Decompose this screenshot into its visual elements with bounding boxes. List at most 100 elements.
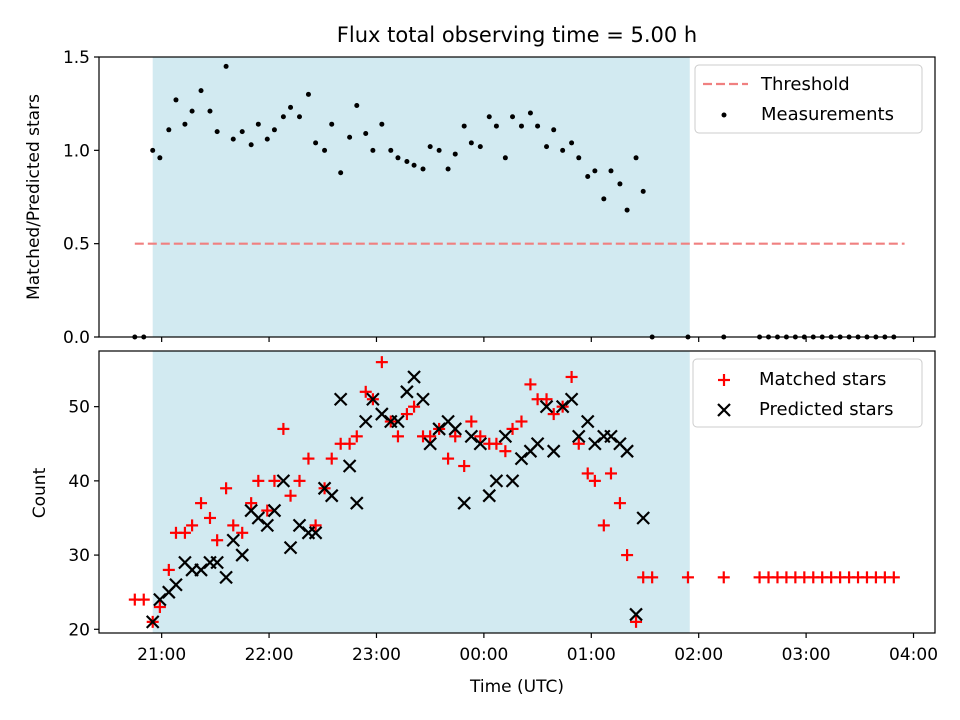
matched-star-point-53: [565, 370, 578, 383]
x-ticks-bottom: 21:00 22:00 23:00 00:00 01:00 02:00 03:00 04:00: [137, 633, 938, 665]
matched-star-point-60: [621, 549, 634, 562]
matched-star-point-50: [540, 393, 553, 406]
matched-star-point-40: [458, 460, 471, 473]
legend-predicted-swatch: [717, 403, 731, 417]
measurement-point-47: [518, 123, 524, 129]
legend-predicted-label: Predicted stars: [759, 399, 893, 420]
y-bottom-tick-label-1: 30: [68, 546, 90, 566]
predicted-star-point-52: [571, 429, 586, 444]
legend-measurement-swatch: [721, 112, 727, 118]
y-ticks-bottom: 20 30 40 50: [68, 398, 99, 640]
plot-frame-top: [98, 56, 936, 338]
measurement-point-36: [427, 144, 433, 150]
measurement-point-52: [560, 147, 566, 153]
matched-star-point-39: [449, 430, 462, 443]
measurement-point-51: [551, 127, 557, 133]
measurement-point-53: [569, 140, 575, 146]
measurement-point-41: [468, 140, 474, 146]
y-bottom-tick-label-3: 50: [68, 398, 90, 418]
matched-star-point-24: [325, 452, 338, 465]
matched-star-point-13: [236, 526, 249, 539]
measurement-point-23: [322, 147, 328, 153]
predicted-star-point-27: [366, 392, 380, 407]
matched-star-point-33: [400, 408, 413, 421]
predicted-star-point-34: [423, 436, 437, 451]
measurement-point-2: [150, 147, 156, 153]
matched-star-point-32: [391, 430, 404, 443]
measurement-point-26: [347, 134, 353, 140]
predicted-star-point-23: [333, 392, 348, 407]
matched-star-point-6: [178, 526, 191, 539]
predicted-star-point-41: [482, 488, 497, 503]
measurement-point-16: [264, 136, 270, 142]
matched-star-point-10: [211, 534, 224, 547]
x-tick-label-4: 01:00: [567, 645, 616, 665]
measurement-point-38: [445, 166, 451, 172]
measurement-point-60: [624, 207, 630, 213]
measurement-point-20: [296, 114, 302, 120]
measurement-point-9: [207, 108, 213, 114]
matched-star-point-26: [343, 437, 356, 450]
matched-star-point-16: [261, 504, 274, 517]
predicted-star-point-17: [283, 540, 298, 555]
measurement-point-4: [166, 127, 172, 133]
measurement-point-15: [255, 121, 261, 127]
matched-star-point-9: [203, 511, 216, 524]
measurement-point-40: [461, 123, 467, 129]
matched-star-point-56: [588, 474, 601, 487]
count-panel: 20 30 40 50 21:00 22:00 23:00 00:00 01:00 02:00 0…: [30, 350, 938, 697]
measurement-point-62: [640, 188, 646, 194]
predicted-star-point-60: [636, 511, 650, 525]
measurement-point-46: [510, 114, 516, 120]
matched-star-point-65: [717, 571, 730, 584]
predicted-star-point-58: [620, 444, 634, 458]
predicted-star-point-26: [358, 414, 373, 429]
predicted-star-point-38: [457, 496, 471, 510]
measurement-point-29: [370, 147, 376, 153]
matched-star-point-42: [474, 430, 487, 443]
predicted-star-point-11: [235, 548, 249, 562]
predicted-star-point-47: [530, 436, 545, 451]
y-top-tick-label-2: 1.0: [63, 141, 90, 161]
matched-star-point-17: [268, 474, 281, 487]
measurement-point-37: [436, 147, 442, 153]
matched-star-point-58: [604, 467, 617, 480]
legend-top: Threshold Measurements: [694, 64, 923, 134]
predicted-star-point-10: [226, 533, 241, 548]
measurement-point-43: [486, 114, 492, 120]
matched-star-point-30: [375, 356, 388, 369]
chart-title: Flux total observing time = 5.00 h: [337, 23, 697, 47]
measurement-point-12: [230, 136, 236, 142]
measurement-point-11: [223, 63, 229, 69]
measurement-point-17: [271, 127, 277, 133]
predicted-star-point-33: [416, 392, 430, 407]
measurement-point-57: [601, 196, 607, 202]
ratio-panel: 0.0 0.5 1.0 1.5 Matched/Predicted stars Thr…: [24, 48, 936, 348]
y-ticks-top: 0.0 0.5 1.0 1.5: [63, 48, 99, 348]
matched-star-point-12: [227, 519, 240, 532]
matched-star-point-1: [137, 593, 150, 606]
observing-window-top: [152, 57, 690, 337]
measurement-point-42: [477, 144, 483, 150]
measurement-point-25: [338, 170, 344, 176]
matched-star-point-48: [524, 378, 537, 391]
measurement-point-6: [182, 121, 188, 127]
matched-star-point-4: [162, 563, 175, 576]
matched-star-point-61: [630, 615, 643, 628]
measurement-point-35: [420, 166, 426, 172]
matched-star-point-28: [359, 385, 372, 398]
matched-star-point-64: [681, 571, 694, 584]
matched-star-point-41: [465, 415, 478, 428]
matched-star-point-11: [220, 482, 233, 495]
predicted-star-point-32: [407, 370, 421, 384]
matched-star-point-7: [186, 519, 199, 532]
measurement-point-34: [411, 162, 417, 168]
predicted-star-point-14: [260, 518, 275, 533]
x-ticks-top: [161, 337, 915, 342]
measurement-point-5: [173, 97, 179, 103]
matched-star-point-18: [277, 422, 290, 435]
measurement-point-45: [502, 155, 508, 161]
predicted-star-point-9: [219, 570, 233, 585]
plot-frame-bottom: [98, 350, 936, 634]
matched-star-point-47: [515, 415, 528, 428]
